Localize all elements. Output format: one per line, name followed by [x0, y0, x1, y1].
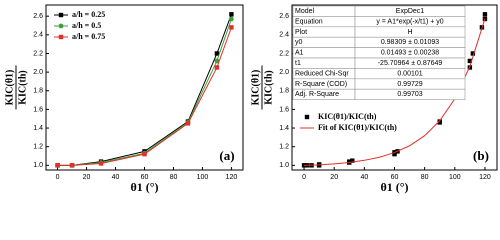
- table-label: R-Square (COD): [295, 81, 347, 88]
- y-tick-label: 1.4: [33, 125, 43, 132]
- y-axis-title-numerator: KIC(θ1): [4, 70, 15, 106]
- table-value: 0.00101: [397, 70, 422, 77]
- data-point: [229, 25, 234, 30]
- y-tick-label: 1.0: [279, 162, 289, 169]
- x-tick-label: 80: [421, 174, 429, 181]
- table-label: Adj. R-Square: [295, 91, 339, 98]
- legend: a/h = 0.25 a/h = 0.5 a/h = 0.75: [54, 10, 105, 41]
- data-point: [98, 161, 104, 166]
- y-tick-label: 1.8: [279, 88, 289, 95]
- legend: KIC(θ1)/KIC(th) Fit of KIC(θ1)/KIC(th): [300, 112, 397, 132]
- y-tick-label: 2.6: [33, 13, 43, 20]
- table-label: A1: [295, 50, 304, 57]
- legend-label: a/h = 0.75: [72, 32, 105, 41]
- panel-label: (b): [473, 148, 489, 163]
- stats-table: Model ExpDec1 Equation y = A1*exp(-x/t1) + …: [292, 5, 466, 100]
- x-tick-label: 120: [479, 174, 491, 181]
- marker: [58, 23, 64, 29]
- y-tick-label: 2.2: [33, 50, 43, 57]
- y-tick-label: 1.4: [279, 125, 289, 132]
- y-tick-label: 1.8: [33, 88, 43, 95]
- data-point: [214, 58, 220, 64]
- y-tick-label: 1.2: [33, 144, 43, 151]
- table-label: t1: [295, 60, 301, 67]
- y-axis-title-denominator: KIC(th): [17, 70, 28, 104]
- data-point: [347, 159, 352, 164]
- table-value: ExpDec1: [396, 8, 425, 15]
- y-axis-title-numerator: KIC(θ1): [250, 70, 261, 106]
- table-value: 0.98309 ± 0.01093: [381, 39, 439, 46]
- y-tick-label: 2.2: [279, 50, 289, 57]
- data-point: [229, 12, 234, 17]
- data-point: [437, 119, 442, 124]
- series-line: [57, 27, 232, 166]
- table-value: y = A1*exp(-x/t1) + y0: [376, 18, 443, 25]
- x-axis-title: θ1 (°): [380, 180, 408, 194]
- data-point: [55, 163, 60, 168]
- data-point: [214, 51, 220, 56]
- table-label: Equation: [295, 18, 323, 25]
- x-tick-label: 60: [141, 174, 149, 181]
- y-tick-label: 2.4: [279, 32, 289, 39]
- legend-label: Fit of KIC(θ1)/KIC(th): [318, 123, 397, 132]
- table-value: 0.99703: [397, 91, 422, 98]
- data-point: [185, 121, 191, 126]
- data-point: [214, 65, 220, 70]
- x-tick-label: 40: [360, 174, 368, 181]
- marker: [304, 114, 310, 120]
- data-point: [142, 151, 147, 157]
- legend-label: a/h = 0.25: [72, 10, 105, 19]
- y-tick-label: 1.6: [33, 106, 43, 113]
- y-tick-label: 2.0: [279, 69, 289, 76]
- table-cell: [354, 88, 466, 100]
- x-axis-title: θ1 (°): [130, 180, 158, 194]
- data-point: [69, 163, 75, 168]
- x-tick-label: 40: [112, 174, 120, 181]
- data-point: [467, 58, 473, 64]
- data-point: [482, 12, 488, 17]
- table-value: 0.01493 ± 0.00238: [381, 50, 439, 57]
- x-tick-label: 60: [391, 174, 399, 181]
- x-tick-label: 100: [197, 174, 209, 181]
- table-label: Reduced Chi-Sqr: [295, 70, 349, 77]
- y-tick-label: 2.6: [279, 13, 289, 20]
- y-tick-label: 1.2: [279, 144, 289, 151]
- legend-label: a/h = 0.5: [72, 21, 101, 30]
- x-tick-label: 0: [302, 174, 306, 181]
- y-tick-label: 2.0: [33, 69, 43, 76]
- data-point: [350, 158, 355, 163]
- data-point: [470, 51, 476, 56]
- table-value: H: [407, 29, 412, 36]
- x-tick-label: 100: [449, 174, 461, 181]
- legend-label: KIC(θ1)/KIC(th): [318, 112, 377, 121]
- table-label: Plot: [295, 29, 307, 36]
- x-tick-label: 120: [226, 174, 238, 181]
- table-cell: [292, 57, 356, 69]
- x-tick-label: 0: [56, 174, 60, 181]
- y-axis-title-denominator: KIC(th): [263, 70, 274, 104]
- data-point: [229, 16, 234, 22]
- table-label: Model: [295, 8, 315, 15]
- x-tick-label: 20: [330, 174, 338, 181]
- marker: [58, 12, 64, 18]
- table-value: 0.99729: [397, 81, 422, 88]
- y-tick-label: 1.0: [33, 162, 43, 169]
- marker: [58, 34, 64, 40]
- x-tick-label: 80: [170, 174, 178, 181]
- panel-label: (a): [219, 148, 234, 163]
- x-tick-label: 20: [83, 174, 91, 181]
- series-line: [57, 18, 232, 166]
- figure: 0 20 40 60 80 100 120 1.0 1.2 1.4 1.6 1.8 2.0 2.2 2.4 2…: [4, 4, 498, 194]
- table-label: y0: [295, 39, 303, 46]
- table-value: -25.70964 ± 0.87649: [378, 60, 443, 67]
- y-tick-label: 1.6: [279, 106, 289, 113]
- y-tick-label: 2.4: [33, 32, 43, 39]
